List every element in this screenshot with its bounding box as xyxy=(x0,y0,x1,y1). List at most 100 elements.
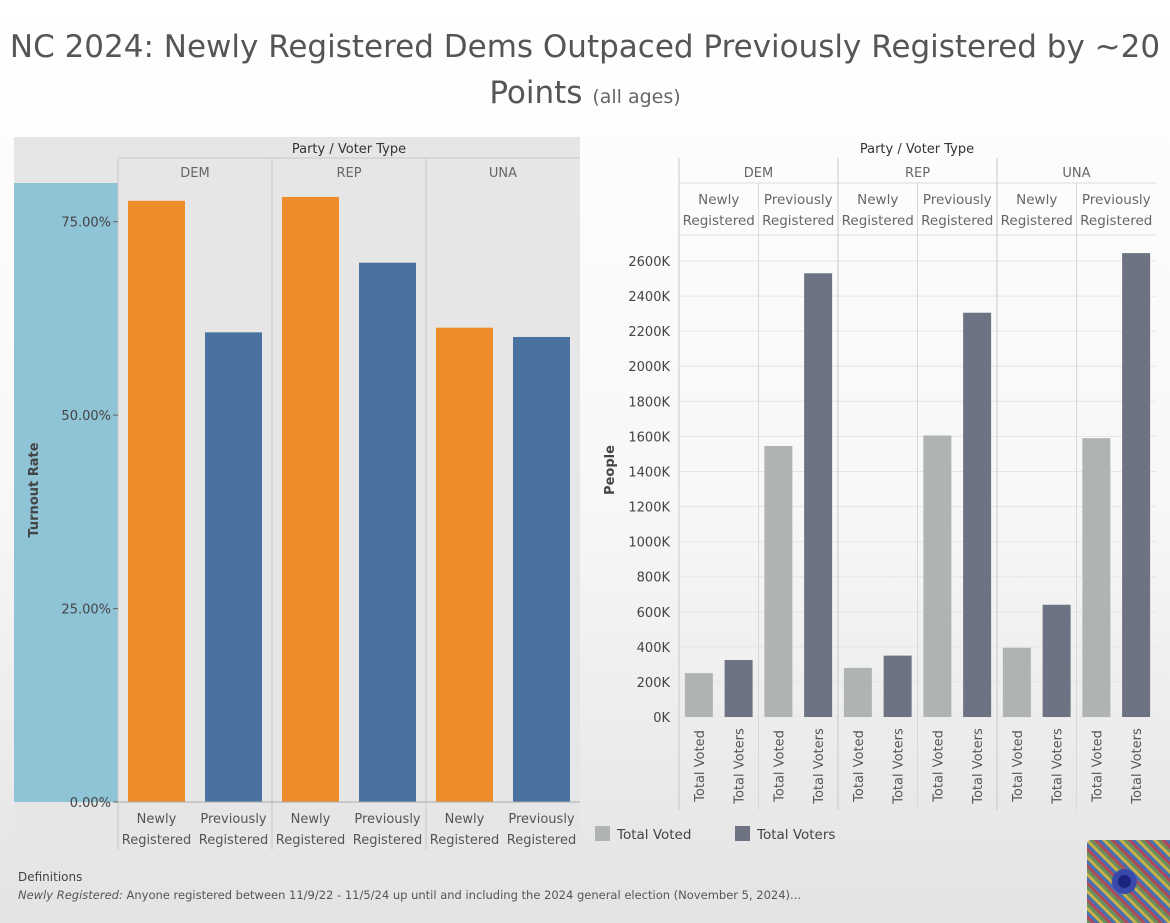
category-label: Previously xyxy=(354,812,421,827)
group-label-dem: DEM xyxy=(180,166,209,181)
x-tick-label: Total Voted xyxy=(1011,730,1026,803)
panel-header: Party / Voter Type xyxy=(860,142,974,157)
category-label: Registered xyxy=(122,833,192,848)
category-label: Newly xyxy=(137,812,177,827)
x-tick-label: Total Voters xyxy=(1051,728,1066,805)
y-axis-band xyxy=(14,183,118,802)
y-tick-label: 2000K xyxy=(628,360,670,375)
category-label: Newly xyxy=(291,812,331,827)
subgroup-label: Registered xyxy=(842,213,914,229)
title-line-2: Points (all ages) xyxy=(0,70,1170,120)
subgroup-label: Registered xyxy=(683,213,755,229)
y-tick-label: 1400K xyxy=(628,465,670,480)
x-tick-label: Total Voters xyxy=(812,728,827,805)
category-label: Registered xyxy=(353,833,423,848)
subgroup-label: Registered xyxy=(921,213,993,229)
subgroup-label: Newly xyxy=(857,192,898,208)
y-tick-label: 50.00% xyxy=(61,409,111,424)
definition-text: Anyone registered between 11/9/22 - 11/5… xyxy=(126,888,802,902)
definitions-heading: Definitions xyxy=(18,870,83,884)
subgroup-label: Previously xyxy=(923,192,992,208)
subgroup-label: Newly xyxy=(698,192,739,208)
subgroup-label: Previously xyxy=(764,192,833,208)
legend-swatch-total-voters xyxy=(735,826,750,841)
y-tick-label: 1000K xyxy=(628,536,670,551)
chart-title: NC 2024: Newly Registered Dems Outpaced … xyxy=(0,24,1170,120)
title-line-1: NC 2024: Newly Registered Dems Outpaced … xyxy=(9,29,1161,65)
y-tick-label: 800K xyxy=(637,571,671,586)
y-tick-label: 0.00% xyxy=(70,796,111,811)
bar-rep-previously xyxy=(359,262,416,802)
y-tick-label: 1600K xyxy=(628,430,670,445)
y-tick-label: 2600K xyxy=(628,255,670,270)
bar-dem-previously xyxy=(205,332,262,802)
bar-una-newly xyxy=(436,327,493,802)
category-label: Previously xyxy=(508,812,575,827)
x-tick-label: Total Voters xyxy=(971,728,986,805)
bar-rep-newly-voters xyxy=(883,655,912,717)
title-note: (all ages) xyxy=(592,86,681,108)
definitions: Definitions Newly Registered: Anyone reg… xyxy=(18,870,801,902)
bar-una-previously-voted xyxy=(1082,438,1111,717)
legend-label-total-voters: Total Voters xyxy=(756,827,835,843)
y-tick-label: 600K xyxy=(637,606,671,621)
y-tick-label: 25.00% xyxy=(61,603,111,618)
bar-una-previously-voters xyxy=(1122,253,1151,717)
category-label: Registered xyxy=(507,833,577,848)
bar-una-newly-voted xyxy=(1002,647,1031,717)
y-tick-label: 2400K xyxy=(628,290,670,305)
bar-una-previously xyxy=(513,336,570,802)
x-tick-label: Total Voted xyxy=(1090,730,1105,803)
x-tick-label: Total Voted xyxy=(693,730,708,803)
y-axis-title: People xyxy=(603,445,618,495)
category-label: Previously xyxy=(200,812,267,827)
bar-dem-previously-voters xyxy=(804,273,833,717)
bar-dem-previously-voted xyxy=(764,446,793,717)
x-tick-label: Total Voters xyxy=(733,728,748,805)
group-label-rep: REP xyxy=(905,166,930,181)
bar-dem-newly xyxy=(128,200,185,802)
y-tick-label: 1800K xyxy=(628,395,670,410)
y-tick-label: 0K xyxy=(653,711,670,726)
group-label-rep: REP xyxy=(336,166,361,181)
x-tick-label: Total Voters xyxy=(1130,728,1145,805)
x-tick-label: Total Voted xyxy=(931,730,946,803)
x-tick-label: Total Voted xyxy=(772,730,787,803)
y-tick-label: 75.00% xyxy=(61,216,111,231)
x-tick-label: Total Voted xyxy=(852,730,867,803)
definitions-body: Newly Registered: Anyone registered betw… xyxy=(18,888,801,902)
legend-label-total-voted: Total Voted xyxy=(616,827,691,843)
bar-rep-previously-voted xyxy=(923,435,952,717)
group-label-una: UNA xyxy=(489,166,517,181)
category-label: Registered xyxy=(199,833,269,848)
category-label: Registered xyxy=(430,833,500,848)
bar-rep-previously-voters xyxy=(963,312,992,717)
panel-header: Party / Voter Type xyxy=(292,142,406,157)
bar-dem-newly-voted xyxy=(684,673,713,717)
bar-rep-newly-voted xyxy=(843,667,872,717)
y-tick-label: 200K xyxy=(637,676,671,691)
definition-term: Newly Registered: xyxy=(18,888,123,902)
category-label: Registered xyxy=(276,833,346,848)
y-tick-label: 2200K xyxy=(628,325,670,340)
subgroup-label: Registered xyxy=(762,213,834,229)
subgroup-label: Newly xyxy=(1016,192,1057,208)
bar-una-newly-voters xyxy=(1042,604,1071,717)
group-label-una: UNA xyxy=(1062,166,1090,181)
bar-dem-newly-voters xyxy=(724,660,753,717)
subgroup-label: Previously xyxy=(1082,192,1151,208)
y-axis-title: Turnout Rate xyxy=(27,442,42,537)
legend-swatch-total-voted xyxy=(595,826,610,841)
group-label-dem: DEM xyxy=(744,166,773,181)
x-tick-label: Total Voters xyxy=(892,728,907,805)
subgroup-label: Registered xyxy=(1080,213,1152,229)
y-tick-label: 1200K xyxy=(628,501,670,516)
title-points: Points xyxy=(489,75,583,111)
subgroup-label: Registered xyxy=(1001,213,1073,229)
y-tick-label: 400K xyxy=(637,641,671,656)
bar-rep-newly xyxy=(282,196,339,803)
category-label: Newly xyxy=(445,812,485,827)
video-thumbnail-image xyxy=(1087,840,1170,923)
